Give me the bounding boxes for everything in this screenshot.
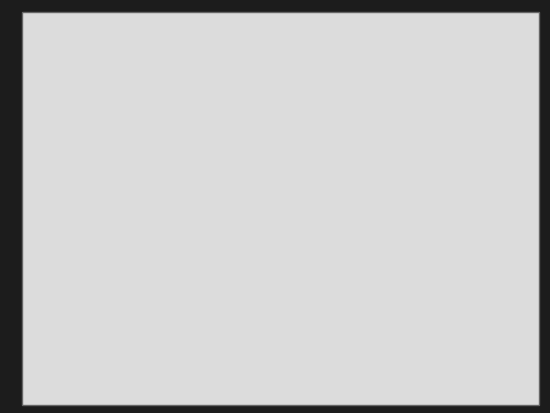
Text: 76 mins: 76 mins <box>63 250 104 260</box>
Bar <box>135 337 236 361</box>
Text: 105 mins: 105 mins <box>60 274 108 284</box>
Bar <box>33 103 236 127</box>
Text: 156 mins: 156 mins <box>60 297 108 307</box>
Text: TO9 hour: TO9 hour <box>74 68 135 81</box>
Text: 14 cms: 14 cms <box>167 227 205 237</box>
Bar <box>135 173 236 197</box>
Text: BE4. 5 hours: BE4. 5 hours <box>217 68 300 81</box>
Text: Time (min.): Time (min.) <box>52 157 116 167</box>
Bar <box>135 127 236 150</box>
Point <box>271 159 279 165</box>
Text: 9.5c: 9.5c <box>174 297 197 307</box>
Bar <box>33 173 135 197</box>
Text: 12 cms: 12 cms <box>167 274 205 284</box>
Bar <box>135 290 236 314</box>
Bar <box>33 127 135 150</box>
Text: 0 mins: 0 mins <box>67 180 101 190</box>
Bar <box>33 290 135 314</box>
Y-axis label: Height (cm)
Dependent: Height (cm) Dependent <box>231 217 250 271</box>
Text: 13 mins: 13 mins <box>165 250 206 260</box>
Text: Height (cm): Height (cm) <box>153 157 218 167</box>
Bar <box>33 244 135 267</box>
Bar <box>33 150 135 173</box>
Bar <box>135 244 236 267</box>
Bar <box>135 267 236 290</box>
Bar <box>33 337 135 361</box>
Point <box>317 209 326 216</box>
Bar <box>33 267 135 290</box>
Bar <box>33 197 135 220</box>
Text: Independent: Independent <box>53 133 115 143</box>
Bar <box>135 197 236 220</box>
Point <box>367 253 376 259</box>
Text: 17 cm: 17 cm <box>169 180 202 190</box>
Text: 50 mins: 50 mins <box>63 227 104 237</box>
Point <box>285 184 294 190</box>
Point <box>336 221 344 228</box>
Bar <box>33 220 135 244</box>
Point <box>301 196 310 203</box>
Bar <box>33 314 135 337</box>
Bar <box>135 314 236 337</box>
Text: MAKE SOME PREDICTIONS: MAKE SOME PREDICTIONS <box>189 18 372 31</box>
Text: 24 mins: 24 mins <box>63 204 104 214</box>
Bar <box>135 220 236 244</box>
Bar <box>33 361 135 384</box>
Bar <box>135 361 236 384</box>
Text: 15cms: 15cms <box>168 204 203 214</box>
Text: Dependent: Dependent <box>158 133 213 143</box>
Text: VARIABLES: VARIABLES <box>101 110 169 120</box>
Bar <box>135 150 236 173</box>
Text: T10 Hours: T10 Hours <box>390 68 457 81</box>
